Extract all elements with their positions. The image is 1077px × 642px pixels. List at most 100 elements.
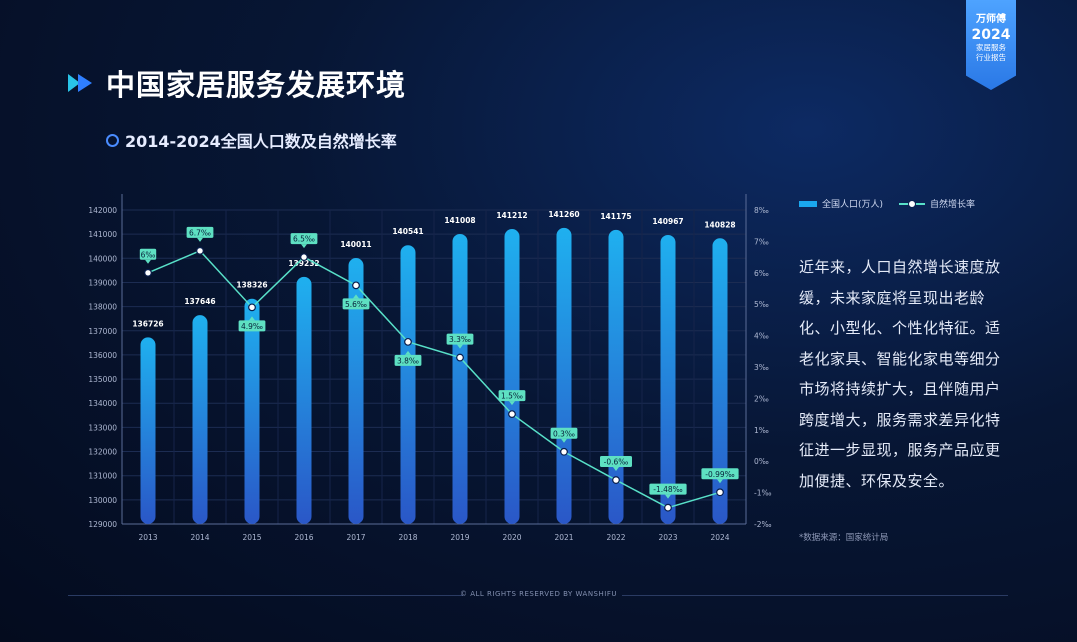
rate-label-box (342, 298, 370, 310)
rate-label-box (701, 468, 739, 480)
legend-line-swatch (899, 199, 926, 208)
legend-bar-label: 全国人口(万人) (822, 200, 884, 210)
y-left-tick-label: 138000 (88, 303, 117, 312)
legend-bar-swatch (799, 200, 817, 207)
x-tick-label: 2018 (398, 533, 417, 542)
badge-brand: 万师傅 (976, 14, 1006, 25)
y-right-tick-label: 1‰ (754, 426, 769, 435)
bar-2014 (192, 315, 208, 524)
bar-value-label: 140541 (392, 227, 423, 236)
x-tick-label: 2022 (606, 533, 625, 542)
y-left-tick-label: 142000 (88, 206, 117, 215)
rate-label-box (290, 233, 318, 245)
bar-value-label: 141212 (496, 211, 527, 220)
rate-label-box (139, 248, 157, 260)
rate-point-2019 (456, 353, 464, 362)
y-left-tick-label: 134000 (88, 399, 117, 408)
rate-label-pointer (353, 294, 359, 299)
footer-divider-left (68, 595, 463, 596)
rate-value-label: 6‰ (141, 250, 156, 259)
rate-value-label: -0.99‰ (705, 470, 734, 479)
rate-label-box (498, 390, 526, 402)
rate-label-pointer (717, 479, 723, 484)
y-left-tick-label: 141000 (88, 230, 117, 239)
x-tick-label: 2021 (554, 533, 573, 542)
bar-value-label: 138326 (236, 281, 267, 290)
bar-value-label: 141260 (548, 210, 579, 219)
rate-point-2023 (664, 503, 672, 512)
bar-2019 (452, 233, 468, 524)
rate-point-2024 (716, 488, 724, 497)
rate-label-box (600, 456, 632, 468)
title-block: 中国家居服务发展环境 (68, 62, 406, 104)
chart-legend: 全国人口(万人) 自然增长率 (799, 197, 975, 210)
rate-label-pointer (561, 438, 567, 443)
legend-line-label: 自然增长率 (930, 200, 976, 210)
rate-label-box (186, 226, 214, 238)
y-left-tick-label: 135000 (88, 375, 117, 384)
rate-label-pointer (145, 259, 151, 264)
page-title: 中国家居服务发展环境 (106, 68, 407, 102)
bar-2022 (608, 229, 624, 524)
rate-value-label: 3.8‰ (397, 356, 419, 365)
footer-copyright: © ALL RIGHTS RESERVED BY WANSHIFU (460, 590, 617, 598)
bar-value-label: 141008 (444, 216, 475, 225)
y-right-tick-label: 2‰ (754, 394, 769, 403)
y-left-tick-label: 139000 (88, 278, 117, 287)
y-left-tick-label: 133000 (88, 423, 117, 432)
bar-2016 (296, 276, 312, 524)
badge-line-1: 家居服务 (976, 43, 1006, 52)
rate-label-pointer (665, 494, 671, 499)
rate-point-2014 (196, 246, 204, 255)
y-left-tick-label: 129000 (88, 520, 117, 529)
x-tick-label: 2016 (294, 533, 313, 542)
rate-value-label: -1.48‰ (653, 485, 682, 494)
chart-subtitle-block: 2014-2024全国人口数及自然增长率 (106, 128, 397, 152)
y-right-tick-label: -2‰ (754, 520, 772, 529)
y-left-tick-label: 137000 (88, 327, 117, 336)
footer-divider-right (622, 595, 1008, 596)
badge-year: 2024 (971, 27, 1011, 43)
rate-value-label: 4.9‰ (241, 322, 263, 331)
bar-2024 (712, 238, 728, 525)
x-tick-label: 2024 (710, 533, 729, 542)
bar-2015 (244, 298, 260, 524)
rate-value-label: 1.5‰ (501, 392, 523, 401)
rate-label-pointer (613, 467, 619, 472)
rate-point-2013 (144, 268, 152, 277)
bar-2023 (660, 234, 676, 524)
data-source: *数据来源：国家统计局 (799, 533, 889, 543)
rate-value-label: 5.6‰ (345, 300, 367, 309)
rate-label-pointer (405, 350, 411, 355)
bar-value-label: 140967 (652, 217, 683, 226)
bar-value-label: 137646 (184, 297, 215, 306)
x-tick-label: 2017 (346, 533, 365, 542)
growth-rate-line (147, 249, 721, 509)
rate-label-pointer (197, 237, 203, 242)
rate-point-2016 (300, 253, 308, 262)
y-right-tick-label: 8‰ (754, 206, 769, 215)
rate-label-pointer (457, 344, 463, 349)
y-right-tick-label: 0‰ (754, 457, 769, 466)
x-tick-label: 2019 (450, 533, 469, 542)
bar-value-label: 136726 (132, 319, 163, 328)
rate-point-2015 (248, 303, 256, 312)
bar-value-label: 140828 (704, 220, 735, 229)
rate-label-box (550, 427, 578, 439)
bar-value-label: 141175 (600, 212, 631, 221)
circle-bullet-icon (106, 133, 119, 147)
rate-label-box (649, 483, 687, 495)
rate-label-box (446, 333, 474, 345)
bar-2017 (348, 258, 364, 524)
rate-point-2020 (508, 410, 516, 419)
rate-label-pointer (249, 316, 255, 321)
rate-value-label: 6.7‰ (189, 228, 211, 237)
rate-value-label: 3.3‰ (449, 335, 471, 344)
rate-point-2022 (612, 476, 620, 484)
chart-subtitle: 2014-2024全国人口数及自然增长率 (125, 132, 397, 151)
y-left-tick-label: 132000 (88, 448, 117, 457)
rate-value-label: -0.6‰ (604, 458, 629, 467)
y-left-tick-label: 130000 (88, 496, 117, 505)
rate-point-2017 (352, 281, 360, 290)
y-right-tick-label: 3‰ (754, 363, 769, 372)
